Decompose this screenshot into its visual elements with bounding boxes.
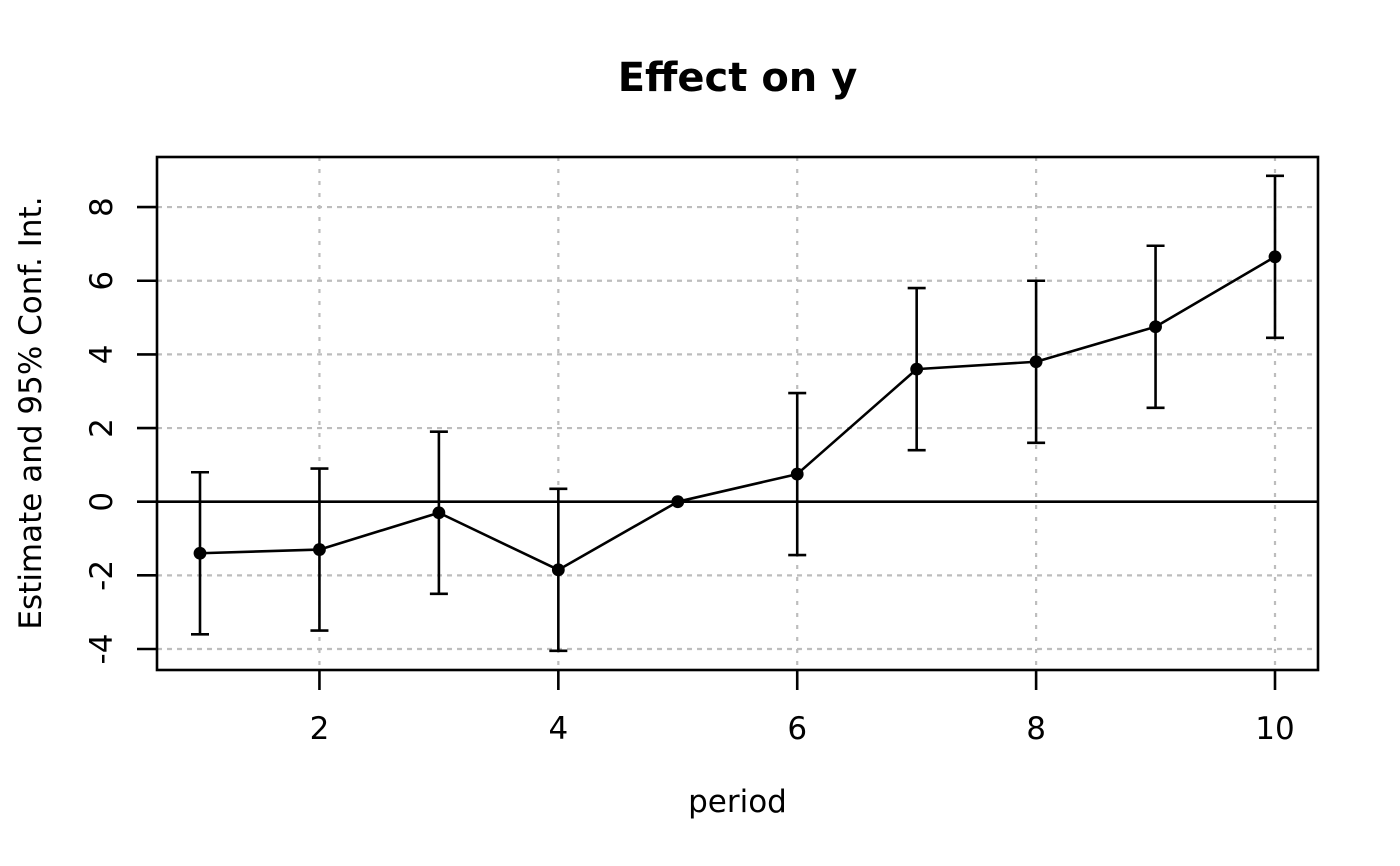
x-tick-label: 8 [1026, 711, 1046, 747]
y-tick-label: -4 [84, 634, 120, 665]
data-point [910, 362, 924, 376]
series-line [198, 255, 1277, 572]
data-point [671, 495, 685, 509]
data-point [790, 467, 804, 481]
data-point [432, 506, 446, 520]
y-axis-label: Estimate and 95% Conf. Int. [12, 196, 49, 630]
y-tick-label: 0 [84, 492, 120, 512]
x-tick-label: 6 [787, 711, 807, 747]
data-point [1029, 355, 1043, 369]
x-tick-label: 2 [310, 711, 330, 747]
plot-border [155, 155, 1320, 672]
data-point [551, 563, 565, 577]
y-tick-label: 6 [84, 271, 120, 291]
y-tick-label: 2 [84, 418, 120, 438]
y-tick-label: 4 [84, 345, 120, 365]
x-tick-label: 4 [548, 711, 568, 747]
data-point [193, 546, 207, 560]
y-tick-label: 8 [84, 197, 120, 217]
data-point [313, 543, 326, 556]
x-axis-label: period [688, 784, 787, 820]
y-tick-label: -2 [84, 560, 120, 591]
x-tick-label: 10 [1255, 711, 1294, 747]
data-point [1149, 320, 1162, 334]
chart-title: Effect on y [617, 55, 858, 101]
data-point [1268, 250, 1282, 264]
